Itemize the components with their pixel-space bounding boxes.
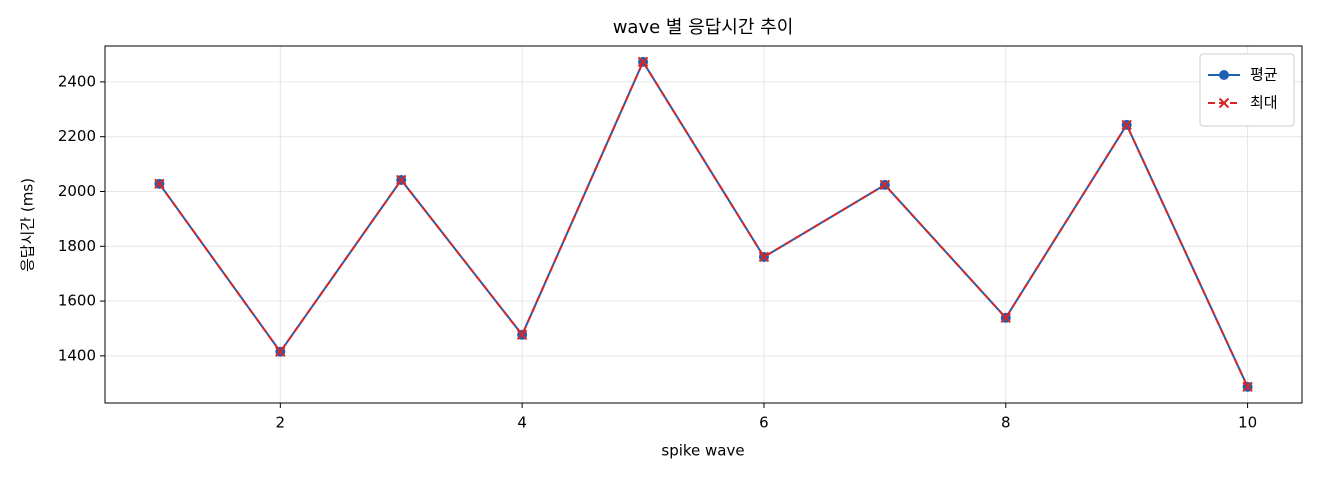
marker <box>1242 381 1253 393</box>
legend-box <box>1199 53 1295 127</box>
y-tick-label: 1600 <box>58 292 96 310</box>
x-tick-label: 4 <box>517 414 527 432</box>
marker <box>1219 70 1229 80</box>
chart-title: wave 별 응답시간 추이 <box>613 17 794 38</box>
marker <box>1218 97 1230 109</box>
y-tick-label: 1800 <box>58 237 96 255</box>
marker <box>396 174 407 186</box>
x-tick-label: 6 <box>759 414 769 432</box>
legend-label: 최대 <box>1250 94 1278 112</box>
marker <box>154 178 165 190</box>
y-tick-label: 1400 <box>58 346 96 364</box>
marker <box>1121 119 1132 131</box>
marker <box>1000 312 1011 323</box>
y-tick-label: 2200 <box>58 127 96 145</box>
marker <box>879 179 891 191</box>
marker <box>637 56 649 68</box>
plot-frame <box>104 45 1303 404</box>
x-tick-label: 10 <box>1238 414 1257 432</box>
marker <box>516 329 528 340</box>
x-tick-label: 8 <box>1001 414 1011 432</box>
marker <box>758 251 770 263</box>
y-tick-label: 2000 <box>58 182 96 200</box>
y-axis-label: 응답시간 (ms) <box>19 178 37 272</box>
y-tick-label: 2400 <box>58 72 96 90</box>
series-line <box>158 59 1249 388</box>
x-axis-label: spike wave <box>661 442 744 460</box>
series-line <box>158 59 1249 388</box>
legend-label: 평균 <box>1250 66 1278 84</box>
marker <box>275 346 286 357</box>
x-tick-label: 2 <box>276 414 286 432</box>
